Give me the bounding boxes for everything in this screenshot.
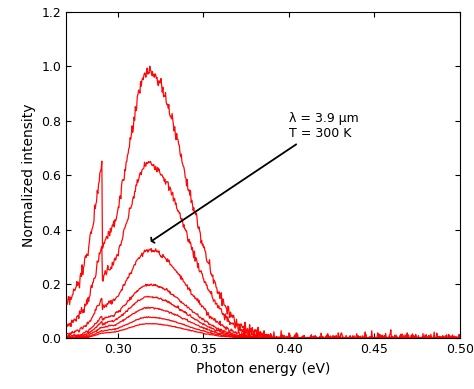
Text: λ = 3.9 μm
T = 300 K: λ = 3.9 μm T = 300 K xyxy=(151,112,358,243)
Y-axis label: Normalized intensity: Normalized intensity xyxy=(22,103,36,247)
X-axis label: Photon energy (eV): Photon energy (eV) xyxy=(196,362,330,376)
